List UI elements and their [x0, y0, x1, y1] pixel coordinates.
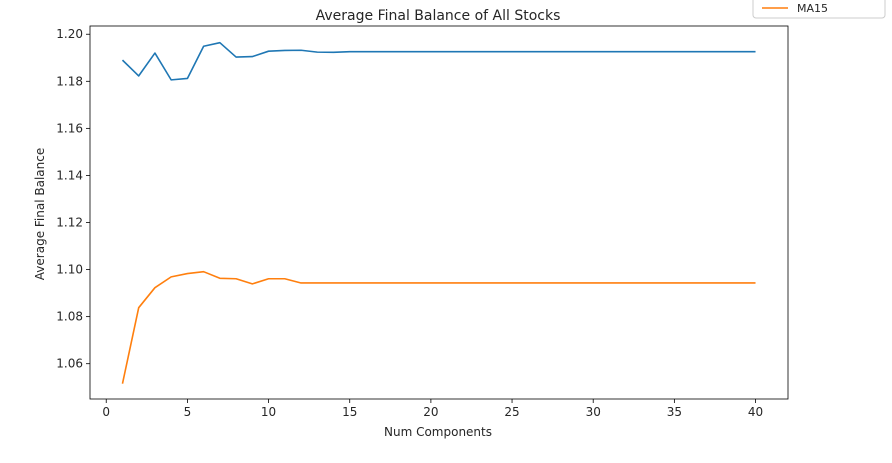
x-tick-label: 30	[586, 405, 601, 419]
y-tick-label: 1.18	[56, 74, 83, 88]
y-axis: 1.06 1.08 1.10 1.12 1.14 1.16 1.18 1.20	[56, 27, 90, 371]
x-axis: 0 5 10 15 20 25 30 35 40	[102, 399, 763, 419]
legend-box	[752, 0, 886, 19]
y-tick-label: 1.20	[56, 27, 83, 41]
y-tick-label: 1.16	[56, 121, 83, 135]
x-tick-label: 0	[102, 405, 110, 419]
y-tick-label: 1.06	[56, 357, 83, 371]
y-tick-label: 1.10	[56, 263, 83, 277]
legend: MA15	[752, 0, 886, 19]
y-axis-label: Average Final Balance	[33, 148, 47, 280]
plot-area	[89, 25, 789, 400]
series-line-1	[121, 41, 756, 81]
x-axis-label: Num Components	[384, 425, 492, 439]
y-tick-label: 1.12	[56, 216, 83, 230]
y-tick-label: 1.08	[56, 310, 83, 324]
x-tick-label: 5	[184, 405, 192, 419]
legend-label-ma15: MA15	[797, 2, 828, 15]
x-tick-label: 40	[748, 405, 763, 419]
x-tick-label: 20	[423, 405, 438, 419]
series-line-2	[121, 270, 756, 384]
chart-title: Average Final Balance of All Stocks	[316, 8, 561, 24]
x-tick-label: 15	[342, 405, 357, 419]
x-tick-label: 35	[667, 405, 682, 419]
x-tick-label: 25	[504, 405, 519, 419]
y-tick-label: 1.14	[56, 168, 83, 182]
series-group	[121, 41, 756, 384]
x-tick-label: 10	[261, 405, 276, 419]
